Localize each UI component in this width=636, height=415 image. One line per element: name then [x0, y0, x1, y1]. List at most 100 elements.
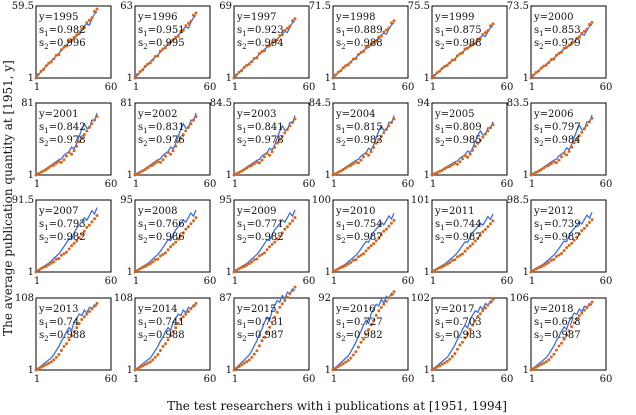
year-label: y=2007 — [38, 206, 78, 217]
data-point — [47, 361, 51, 365]
data-point — [54, 53, 58, 57]
data-point — [580, 229, 584, 233]
data-point — [176, 34, 180, 38]
data-point — [158, 349, 162, 352]
s2-label: s2=0.985 — [435, 135, 482, 148]
x-tick-label-min: 1 — [331, 374, 337, 385]
data-point — [283, 299, 287, 302]
data-point — [186, 225, 190, 229]
data-point — [161, 344, 165, 348]
data-point — [544, 63, 548, 67]
data-point — [351, 353, 355, 357]
data-point — [580, 311, 584, 315]
data-point — [136, 269, 139, 272]
data-point — [39, 69, 43, 73]
data-point — [331, 368, 335, 372]
y-tick-label-max: 100 — [312, 195, 331, 206]
data-point — [181, 28, 185, 32]
data-point — [268, 43, 272, 47]
data-point — [468, 244, 472, 248]
data-point — [44, 363, 48, 367]
y-tick-label-min: 1 — [523, 73, 529, 84]
year-label: y=2002 — [137, 109, 177, 120]
data-point — [491, 22, 495, 26]
y-tick-label-max: 108 — [15, 293, 34, 304]
x-tick-label-min: 1 — [529, 276, 535, 287]
data-point — [466, 155, 470, 159]
x-tick-label-max: 60 — [501, 276, 514, 287]
data-point — [557, 51, 561, 55]
y-tick-label-max: 84.5 — [309, 98, 331, 109]
data-point — [156, 257, 160, 261]
year-label: y=1997 — [236, 12, 276, 23]
data-point — [334, 269, 337, 272]
data-point — [382, 131, 386, 135]
data-point — [285, 127, 289, 131]
data-point — [344, 360, 348, 364]
data-point — [367, 153, 371, 157]
data-point — [552, 352, 556, 356]
data-point — [268, 153, 272, 157]
data-point — [288, 124, 292, 128]
data-point — [547, 163, 551, 167]
data-point — [362, 252, 365, 256]
data-point — [339, 169, 343, 173]
x-tick-label-max: 60 — [600, 179, 613, 190]
data-point — [455, 162, 459, 166]
data-point — [146, 361, 150, 365]
data-point — [565, 45, 569, 49]
data-point — [171, 149, 175, 153]
data-point — [534, 267, 538, 271]
data-point — [146, 166, 150, 170]
data-point — [367, 44, 371, 48]
data-point — [346, 359, 350, 362]
data-point — [392, 19, 396, 23]
data-point — [582, 226, 586, 230]
data-point — [133, 76, 137, 80]
y-tick-label-min: 1 — [424, 73, 430, 84]
y-tick-label-min: 1 — [127, 73, 133, 84]
data-point — [529, 76, 533, 80]
data-point — [263, 49, 266, 52]
data-point — [387, 124, 391, 128]
y-tick-label-max: 92 — [318, 293, 331, 304]
data-point — [585, 306, 589, 310]
data-point — [481, 230, 485, 234]
year-label: y=1998 — [335, 12, 375, 23]
data-point — [438, 364, 442, 368]
data-point — [85, 21, 89, 25]
data-point — [356, 255, 360, 259]
data-point — [349, 164, 353, 167]
s2-label: s2=0.996 — [39, 38, 86, 51]
data-point — [255, 160, 259, 164]
data-point — [285, 295, 289, 299]
data-point — [468, 327, 472, 331]
y-tick-label-min: 1 — [28, 170, 34, 181]
data-point — [291, 19, 294, 23]
x-tick-label-max: 60 — [402, 82, 415, 93]
data-point — [382, 30, 386, 34]
data-point — [39, 267, 43, 271]
panel-frame — [134, 199, 211, 273]
data-point — [466, 246, 470, 250]
data-point — [247, 164, 251, 168]
data-point — [257, 52, 261, 56]
s1-label: s1=0.766 — [138, 219, 185, 232]
data-point — [443, 167, 447, 171]
data-point — [539, 265, 543, 269]
y-tick-label-min: 1 — [523, 365, 529, 376]
year-label: y=2014 — [137, 304, 177, 315]
data-point — [554, 255, 558, 258]
y-axis-title: The average publication quantity at [195… — [1, 60, 15, 336]
data-point — [351, 57, 355, 61]
data-point — [463, 249, 467, 253]
data-point — [349, 261, 353, 264]
data-point — [346, 63, 350, 67]
data-point — [532, 73, 535, 77]
x-tick-label-max: 60 — [501, 374, 514, 385]
data-point — [544, 262, 548, 266]
data-point — [473, 239, 477, 243]
